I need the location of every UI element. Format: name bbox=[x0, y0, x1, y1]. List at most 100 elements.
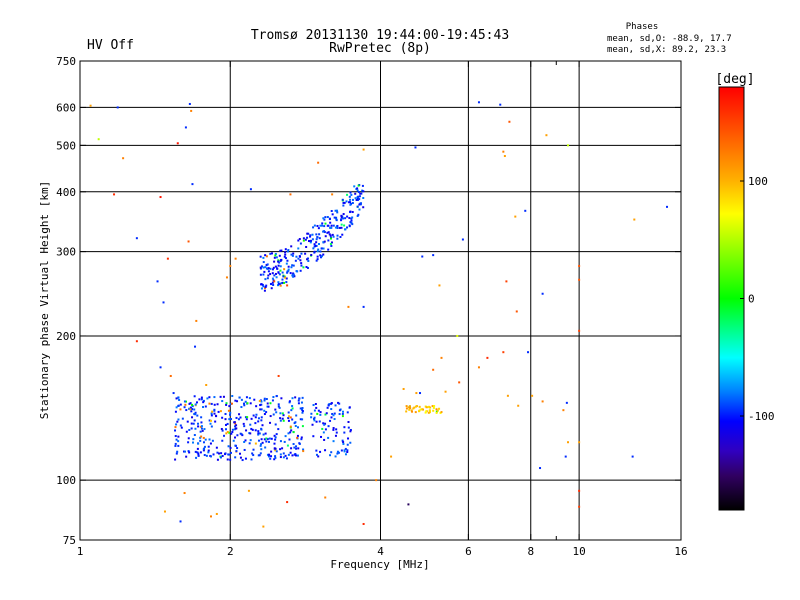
data-point bbox=[297, 239, 300, 242]
data-point bbox=[197, 425, 200, 428]
data-point bbox=[297, 402, 300, 405]
data-point bbox=[279, 448, 282, 451]
data-point bbox=[315, 406, 318, 409]
data-point bbox=[274, 265, 277, 268]
data-point bbox=[276, 267, 279, 270]
data-point bbox=[419, 408, 422, 411]
data-point bbox=[287, 268, 290, 271]
data-point bbox=[302, 448, 305, 451]
data-point bbox=[224, 412, 227, 415]
data-point bbox=[176, 420, 179, 423]
data-point bbox=[174, 410, 177, 413]
data-point bbox=[349, 201, 352, 204]
data-point bbox=[414, 411, 417, 414]
data-point bbox=[312, 247, 315, 250]
data-point bbox=[190, 410, 193, 413]
data-point bbox=[326, 216, 329, 219]
data-point bbox=[283, 255, 286, 258]
data-point bbox=[202, 449, 205, 452]
data-point bbox=[275, 276, 278, 279]
data-point bbox=[320, 256, 323, 259]
data-point bbox=[281, 281, 284, 284]
data-point bbox=[249, 439, 252, 442]
data-point bbox=[188, 102, 191, 105]
data-point bbox=[312, 435, 315, 438]
data-point bbox=[338, 402, 341, 405]
data-point bbox=[205, 454, 208, 457]
data-point bbox=[358, 203, 361, 206]
data-point bbox=[113, 193, 116, 196]
data-point bbox=[461, 238, 464, 241]
grid-lines bbox=[80, 61, 681, 540]
data-point bbox=[279, 412, 282, 415]
data-point bbox=[210, 455, 213, 458]
data-point bbox=[224, 418, 227, 421]
data-point bbox=[274, 449, 277, 452]
data-point bbox=[259, 408, 262, 411]
data-point bbox=[342, 201, 345, 204]
data-point bbox=[330, 209, 333, 212]
data-point bbox=[313, 417, 316, 420]
data-point bbox=[505, 280, 508, 283]
data-point bbox=[432, 406, 435, 409]
data-point bbox=[185, 455, 188, 458]
data-point bbox=[348, 201, 351, 204]
data-point bbox=[284, 253, 287, 256]
data-point bbox=[227, 445, 230, 448]
data-point bbox=[267, 455, 270, 458]
data-point bbox=[235, 450, 238, 453]
data-point bbox=[291, 254, 294, 257]
data-point bbox=[279, 284, 282, 287]
data-point bbox=[196, 414, 199, 417]
data-point bbox=[295, 414, 298, 417]
data-point bbox=[196, 451, 199, 454]
data-point bbox=[199, 436, 202, 439]
data-point bbox=[279, 265, 282, 268]
data-point bbox=[229, 446, 232, 449]
data-point bbox=[436, 409, 439, 412]
data-point bbox=[318, 237, 321, 240]
data-point bbox=[221, 439, 224, 442]
data-point bbox=[219, 410, 222, 413]
data-point bbox=[346, 411, 349, 414]
data-point bbox=[183, 492, 186, 495]
data-point bbox=[200, 416, 203, 419]
data-point bbox=[301, 407, 304, 410]
data-point bbox=[281, 278, 284, 281]
data-point bbox=[317, 455, 320, 458]
data-point bbox=[506, 394, 509, 397]
data-point bbox=[245, 396, 248, 399]
data-point bbox=[259, 444, 262, 447]
data-point bbox=[227, 409, 230, 412]
data-point bbox=[315, 238, 318, 241]
data-point bbox=[362, 305, 365, 308]
data-point bbox=[277, 282, 280, 285]
data-point bbox=[280, 282, 283, 285]
data-point bbox=[263, 287, 266, 290]
data-point bbox=[250, 458, 253, 461]
data-point bbox=[260, 448, 263, 451]
data-point bbox=[221, 416, 224, 419]
data-point bbox=[179, 403, 182, 406]
x-tick-label: 10 bbox=[572, 545, 585, 558]
data-point bbox=[269, 252, 272, 255]
data-point bbox=[188, 402, 191, 405]
data-point bbox=[435, 410, 438, 413]
data-point bbox=[328, 218, 331, 221]
x-tick-label: 4 bbox=[377, 545, 384, 558]
data-point bbox=[187, 437, 190, 440]
data-point bbox=[335, 428, 338, 431]
data-point bbox=[183, 450, 186, 453]
data-point bbox=[322, 253, 325, 256]
data-point bbox=[309, 235, 312, 238]
data-point bbox=[341, 439, 344, 442]
data-point bbox=[174, 442, 177, 445]
data-point bbox=[175, 438, 178, 441]
data-point bbox=[292, 272, 295, 275]
data-point bbox=[299, 259, 302, 262]
data-point bbox=[633, 218, 636, 221]
data-point bbox=[271, 399, 274, 402]
data-point bbox=[199, 430, 202, 433]
data-point bbox=[351, 198, 354, 201]
data-point bbox=[338, 226, 341, 229]
